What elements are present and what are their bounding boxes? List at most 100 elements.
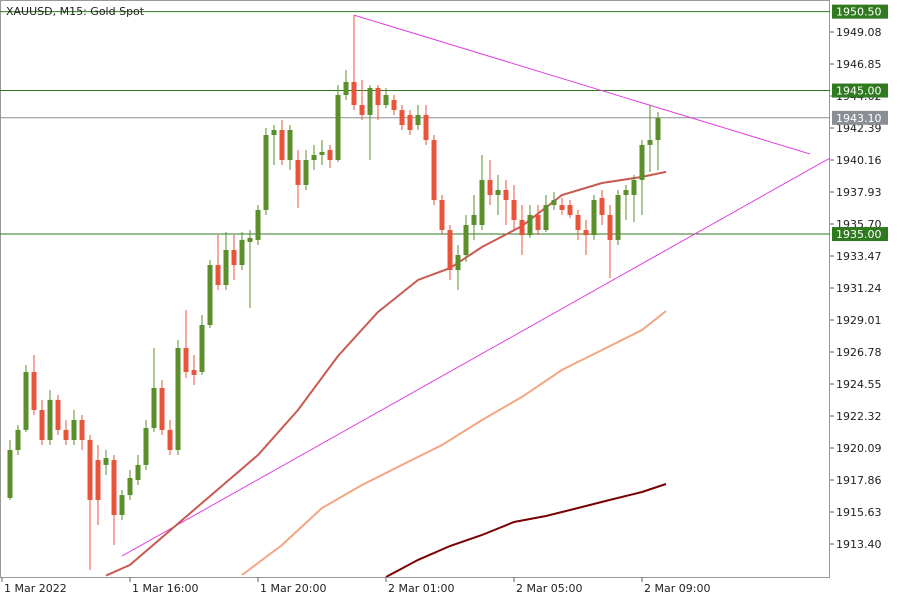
y-tick-label: 1915.63 xyxy=(836,506,882,519)
chart-title: XAUUSD, M15: Gold Spot xyxy=(6,5,145,18)
y-tick-label: 1949.08 xyxy=(836,26,882,39)
moving-average xyxy=(105,170,667,577)
candle-body xyxy=(119,495,125,516)
candle-body xyxy=(95,460,101,500)
level-label-box xyxy=(832,83,888,98)
candle-body xyxy=(415,114,421,125)
candle-body xyxy=(215,265,221,285)
candle-body xyxy=(639,144,645,180)
candle-body xyxy=(623,189,629,196)
candle-body xyxy=(63,429,69,440)
candle-body xyxy=(231,249,237,266)
candle-body xyxy=(159,388,165,430)
level-label: 1943.10 xyxy=(836,112,882,125)
candle-body xyxy=(279,130,285,160)
candle-body xyxy=(543,205,549,231)
y-tick-label: 1920.09 xyxy=(836,442,882,455)
y-tick-label: 1929.01 xyxy=(836,314,882,327)
candle-body xyxy=(591,200,597,236)
candle-body xyxy=(503,189,509,201)
x-tick-label: 1 Mar 20:00 xyxy=(260,582,326,595)
candle-body xyxy=(191,369,197,375)
candle-body xyxy=(495,189,501,196)
candle-body xyxy=(151,388,157,429)
candle-body xyxy=(239,239,245,266)
candle-body xyxy=(167,429,173,451)
candle-body xyxy=(295,159,301,185)
y-tick-label: 1917.86 xyxy=(836,474,882,487)
y-tick-label: 1940.16 xyxy=(836,154,882,167)
y-tick-label: 1931.24 xyxy=(836,282,882,295)
candle-body xyxy=(431,140,437,201)
candle-body xyxy=(391,100,397,111)
y-tick-label: 1946.85 xyxy=(836,58,882,71)
candle-body xyxy=(15,429,21,451)
candle-body xyxy=(319,151,325,155)
candle-body xyxy=(487,179,493,196)
candle-body xyxy=(135,464,141,480)
candle-body xyxy=(327,149,333,160)
candle-body xyxy=(519,219,525,236)
candle-body xyxy=(263,135,269,210)
candle-body xyxy=(343,81,349,95)
x-tick-label: 2 Mar 01:00 xyxy=(388,582,454,595)
candle-body xyxy=(199,325,205,372)
candle-body xyxy=(79,420,85,440)
candle-body xyxy=(47,399,53,440)
candle-body xyxy=(607,214,613,240)
candle-body xyxy=(71,420,77,440)
candle-body xyxy=(247,237,253,242)
candle-body xyxy=(439,200,445,231)
candle-body xyxy=(143,428,149,465)
candle-body xyxy=(647,140,653,145)
candle-body xyxy=(455,254,461,271)
candle-body xyxy=(471,214,477,226)
candle-body xyxy=(463,225,469,255)
level-label-box xyxy=(832,4,888,19)
candle-body xyxy=(479,179,485,226)
candle-body xyxy=(7,450,13,498)
candle-body xyxy=(535,214,541,231)
level-label-box xyxy=(832,110,888,125)
moving-average xyxy=(385,483,667,577)
x-tick-label: 1 Mar 16:00 xyxy=(132,582,198,595)
x-tick-label: 1 Mar 2022 xyxy=(4,582,67,595)
candle-body xyxy=(335,94,341,160)
candle-body xyxy=(567,205,573,215)
candle-body xyxy=(559,205,565,210)
candle-body xyxy=(551,200,557,206)
plot-area xyxy=(0,11,830,577)
candle-body xyxy=(287,130,293,160)
candle-body xyxy=(87,439,93,500)
candle-body xyxy=(407,114,413,131)
candle-body xyxy=(303,159,309,185)
candle-body xyxy=(23,371,29,430)
candle-body xyxy=(447,230,453,271)
candle-body xyxy=(599,198,605,215)
candle-body xyxy=(175,347,181,451)
moving-average xyxy=(241,310,667,576)
y-tick-label: 1926.78 xyxy=(836,346,882,359)
candle-body xyxy=(399,110,405,125)
level-label-box xyxy=(832,227,888,242)
trendline xyxy=(121,157,830,557)
candle-body xyxy=(367,87,373,115)
axes: 1949.081946.851944.621942.391940.161937.… xyxy=(1,4,888,595)
candle-body xyxy=(207,265,213,326)
candle-body xyxy=(271,130,277,136)
candle-body xyxy=(351,81,357,106)
candle-body xyxy=(359,105,365,115)
y-tick-label: 1924.55 xyxy=(836,378,882,391)
level-label: 1935.00 xyxy=(836,228,882,241)
candle-body xyxy=(255,209,261,240)
candle-body xyxy=(55,399,61,430)
candle-body xyxy=(511,200,517,220)
candle-body xyxy=(183,347,189,372)
candle-body xyxy=(223,249,229,285)
candle-body xyxy=(127,477,133,496)
x-tick-label: 2 Mar 05:00 xyxy=(516,582,582,595)
plot-frame xyxy=(0,0,830,578)
candle-body xyxy=(615,195,621,240)
candle-body xyxy=(583,230,589,236)
